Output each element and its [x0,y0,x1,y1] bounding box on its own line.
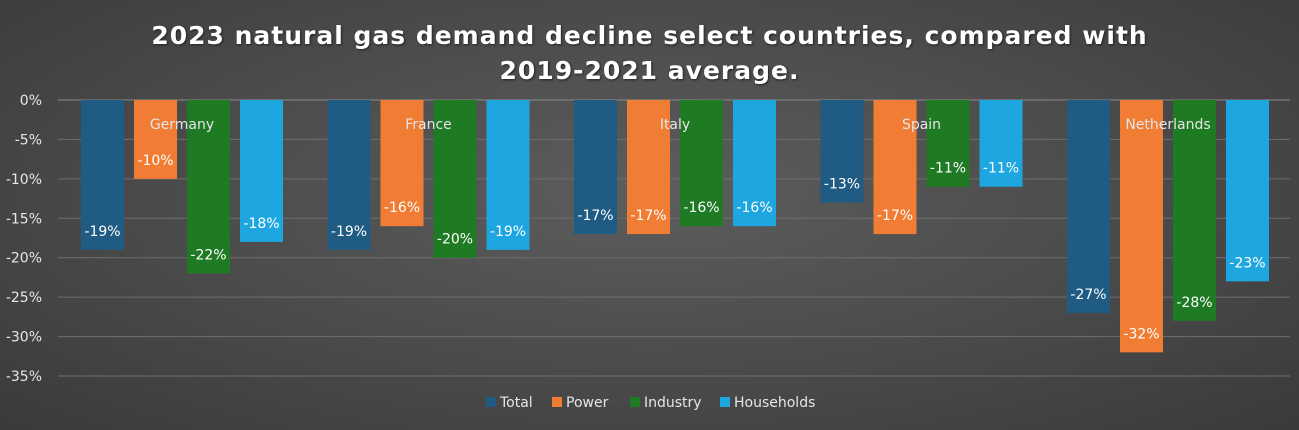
data-label: -23% [1229,255,1265,271]
category-label: Netherlands [1125,117,1210,133]
bar-power-spain [873,100,917,235]
y-tick-label: -35% [6,369,42,385]
bar-industry-netherlands [1173,100,1216,321]
y-tick-label: -30% [6,330,42,346]
data-label: -18% [243,216,279,232]
bar-power-france [380,100,424,227]
category-label: Spain [902,117,941,133]
data-label: -10% [137,153,173,169]
legend-label-power: Power [566,395,609,411]
chart-title: 2023 natural gas demand decline select c… [151,21,1148,85]
category-label: Italy [660,117,690,133]
bar-industry-italy [680,100,723,227]
data-label: -19% [331,224,367,240]
data-label: -11% [983,161,1019,177]
bar-power-italy [627,100,670,235]
data-label: -22% [190,247,226,263]
legend-label-households: Households [734,395,815,411]
bar-households-spain [979,100,1023,187]
data-label: -32% [1123,326,1159,342]
data-label: -16% [736,200,772,216]
data-label: -17% [877,208,913,224]
y-tick-label: -20% [6,251,42,267]
data-label: -27% [1070,287,1106,303]
bar-households-netherlands [1226,100,1269,282]
legend-label-total: Total [499,395,533,411]
data-label: -16% [683,200,719,216]
legend-swatch-total [486,397,496,407]
bar-households-france [486,100,530,250]
bar-industry-france [433,100,477,258]
legend-label-industry: Industry [644,395,702,411]
bar-total-italy [574,100,617,235]
bar-total-germany [81,100,124,250]
bar-total-spain [820,100,864,203]
legend-swatch-power [552,397,562,407]
bar-total-netherlands [1067,100,1110,313]
y-tick-label: -15% [6,211,42,227]
bar-households-italy [733,100,776,227]
data-label: -13% [824,177,860,193]
bar-industry-spain [926,100,970,187]
data-label: -19% [84,224,120,240]
y-tick-label: -5% [15,132,42,148]
bar-total-france [327,100,371,250]
data-label: -19% [490,224,526,240]
category-label: Germany [150,117,214,133]
bar-households-germany [240,100,283,242]
y-tick-label: -25% [6,290,42,306]
data-label: -17% [577,208,613,224]
legend-swatch-households [720,397,730,407]
bar-industry-germany [187,100,230,274]
category-label: France [405,117,452,133]
data-label: -28% [1176,295,1212,311]
y-tick-label: -10% [6,172,42,188]
data-label: -17% [630,208,666,224]
bar-power-germany [134,100,177,179]
data-label: -11% [930,161,966,177]
bar-power-netherlands [1120,100,1163,353]
y-tick-label: 0% [20,93,42,109]
legend-swatch-industry [630,397,640,407]
data-label: -16% [384,200,420,216]
data-label: -20% [437,232,473,248]
